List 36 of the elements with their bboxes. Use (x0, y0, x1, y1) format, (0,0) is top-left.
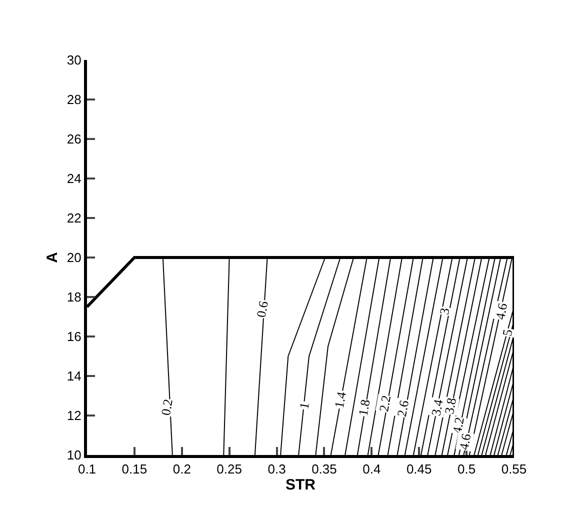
x-tick-label: 0.15 (122, 462, 148, 477)
y-tick-label: 26 (66, 132, 82, 147)
x-tick-label: 0.35 (312, 462, 337, 477)
y-tick-label: 12 (66, 408, 82, 424)
annotation: 0.2 (158, 398, 176, 416)
annotation: 3 (436, 306, 452, 316)
x-tick-label: 0.45 (406, 462, 432, 477)
annotation: 2.6 (394, 398, 412, 418)
annotation: 1.8 (355, 398, 373, 417)
annotation: 4.6 (492, 302, 510, 321)
annotation: 3.4 (428, 398, 446, 417)
x-tick-label: 0.1 (78, 462, 96, 477)
annotation: 0.6 (253, 299, 272, 318)
y-tick-label: 24 (66, 171, 82, 186)
y-tick-label: 30 (66, 52, 82, 68)
y-tick-label: 16 (66, 329, 82, 344)
x-tick-label: 0.55 (501, 462, 527, 477)
y-axis-title: A (44, 252, 62, 263)
y-tick-label: 10 (66, 448, 82, 463)
x-tick-label: 0.25 (216, 462, 242, 477)
y-tick-label: 18 (66, 290, 82, 305)
y-tick-label: 22 (66, 210, 82, 226)
x-tick-label: 0.5 (458, 462, 476, 477)
annotation: 5 (499, 328, 516, 338)
x-tick-label: 0.2 (172, 462, 191, 477)
annotation: 4.6 (456, 432, 474, 452)
x-tick-label: 0.4 (362, 462, 381, 477)
annotation: 2.2 (376, 394, 394, 413)
y-tick-label: 20 (66, 250, 82, 266)
annotation: 3.8 (441, 396, 460, 416)
x-tick-label: 0.3 (268, 462, 286, 477)
annotation: 1.4 (331, 390, 349, 410)
annotation: 1 (296, 401, 312, 410)
x-axis-title: STR (286, 476, 316, 494)
y-tick-label: 14 (66, 368, 82, 384)
y-tick-label: 28 (66, 92, 82, 108)
